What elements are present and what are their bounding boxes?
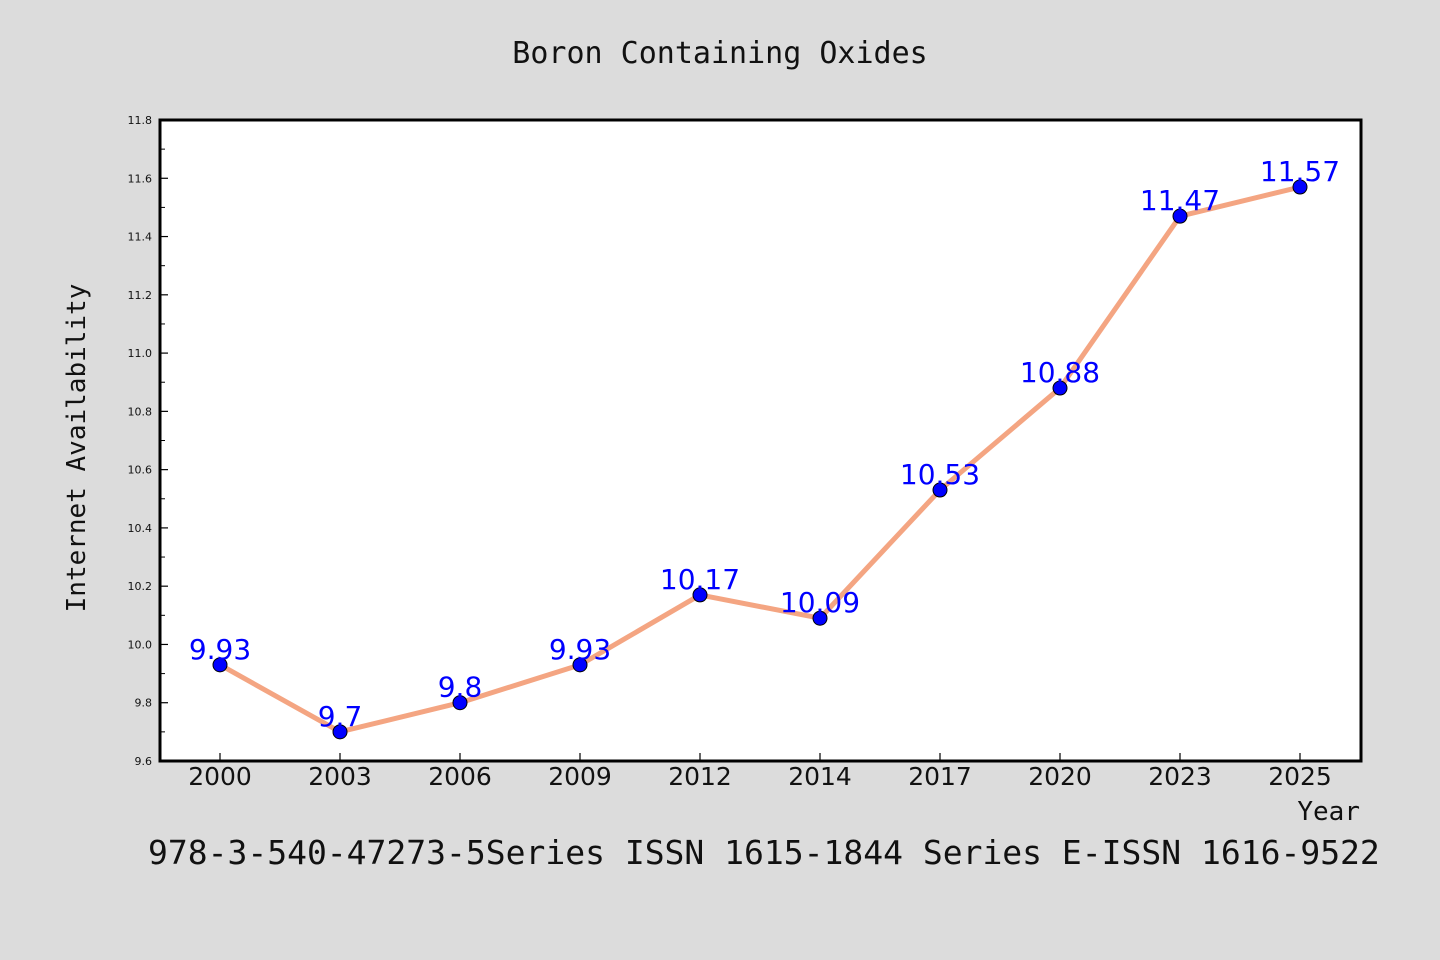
data-label: 9.93	[549, 633, 611, 666]
data-label: 9.93	[189, 633, 251, 666]
data-point	[212, 657, 228, 673]
y-axis-label: Internet Availability	[62, 284, 92, 613]
x-tick-label: 2017	[908, 762, 972, 791]
x-tick-label: 2000	[188, 762, 252, 791]
data-label: 10.17	[660, 563, 740, 596]
x-tick-label: 2009	[548, 762, 612, 791]
x-tick-label: 2003	[308, 762, 372, 791]
data-label: 11.47	[1140, 184, 1220, 217]
y-tick-label: 10.4	[128, 522, 153, 535]
x-tick-label: 2014	[788, 762, 852, 791]
data-point	[932, 482, 948, 498]
data-label: 10.53	[900, 458, 980, 491]
data-point	[452, 695, 468, 711]
series-line	[218, 184, 1301, 735]
x-axis: 2000 2003 2006 2009 2012 2014 2017 2020 2023 2025	[188, 753, 1332, 791]
y-tick-label: 10.6	[128, 464, 153, 477]
y-tick-label: 11.2	[128, 289, 153, 302]
footnote-text: 978-3-540-47273-5Series ISSN 1615-1844 S…	[148, 833, 1380, 872]
x-axis-label: Year	[1297, 797, 1360, 827]
x-tick-label: 2012	[668, 762, 732, 791]
data-point	[692, 587, 708, 603]
data-label: 10.88	[1020, 356, 1100, 389]
x-tick-label: 2023	[1148, 762, 1212, 791]
data-point	[1052, 380, 1068, 396]
plot-area	[158, 118, 1363, 763]
y-tick-label: 11.6	[128, 172, 153, 185]
data-point	[1172, 208, 1188, 224]
y-tick-label: 11.0	[128, 347, 153, 360]
y-tick-label: 10.8	[128, 405, 153, 418]
x-tick-label: 2006	[428, 762, 492, 791]
y-tick-label: 9.6	[135, 755, 153, 768]
y-tick-label: 10.2	[128, 580, 153, 593]
data-label: 9.8	[438, 671, 483, 704]
data-point	[572, 657, 588, 673]
data-point	[812, 610, 828, 626]
series-markers	[212, 179, 1308, 740]
y-tick-label: 10.0	[128, 638, 153, 651]
data-label: 11.57	[1260, 155, 1340, 188]
data-label: 10.09	[780, 586, 860, 619]
data-point	[332, 724, 348, 740]
data-label: 9.7	[318, 700, 363, 733]
data-labels: 9.93 9.7 9.8 9.93 10.17 10.09 10.53 10.88 11.47 1…	[189, 155, 1340, 733]
x-tick-label: 2020	[1028, 762, 1092, 791]
chart-title: Boron Containing Oxides	[512, 36, 927, 71]
data-point	[1292, 179, 1308, 195]
y-axis: 9.6 9.8 10.0 10.2 10.4 10.6 10.8 11.0 11.2 11.4 11…	[128, 114, 168, 768]
x-tick-label: 2025	[1268, 762, 1332, 791]
y-tick-label: 11.4	[128, 231, 153, 244]
y-tick-label: 11.8	[128, 114, 153, 127]
y-tick-label: 9.8	[135, 697, 153, 710]
